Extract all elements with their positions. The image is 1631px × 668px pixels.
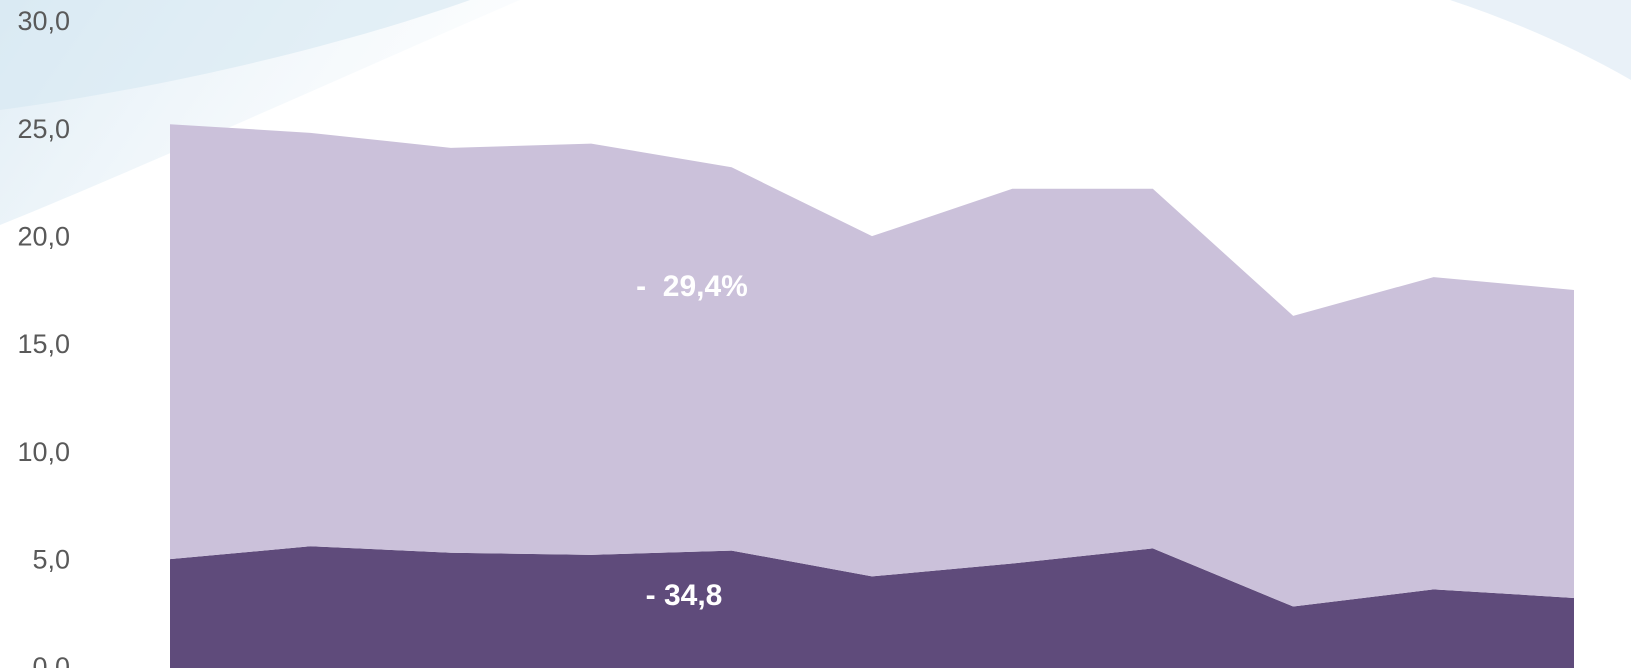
y-tick-label: 25,0 [17,114,70,144]
annotation: - 34,8 [646,579,723,612]
y-tick-label: 0,0 [32,652,70,668]
area [170,124,1574,607]
area [170,546,1574,668]
plot-area [170,124,1574,668]
y-tick-label: 5,0 [32,544,70,574]
y-tick-label: 10,0 [17,437,70,467]
y-tick-label: 15,0 [17,329,70,359]
y-tick-label: 30,0 [17,6,70,36]
y-tick-label: 20,0 [17,221,70,251]
annotation: - 29,4% [636,270,748,303]
background-swoosh [0,0,1631,225]
